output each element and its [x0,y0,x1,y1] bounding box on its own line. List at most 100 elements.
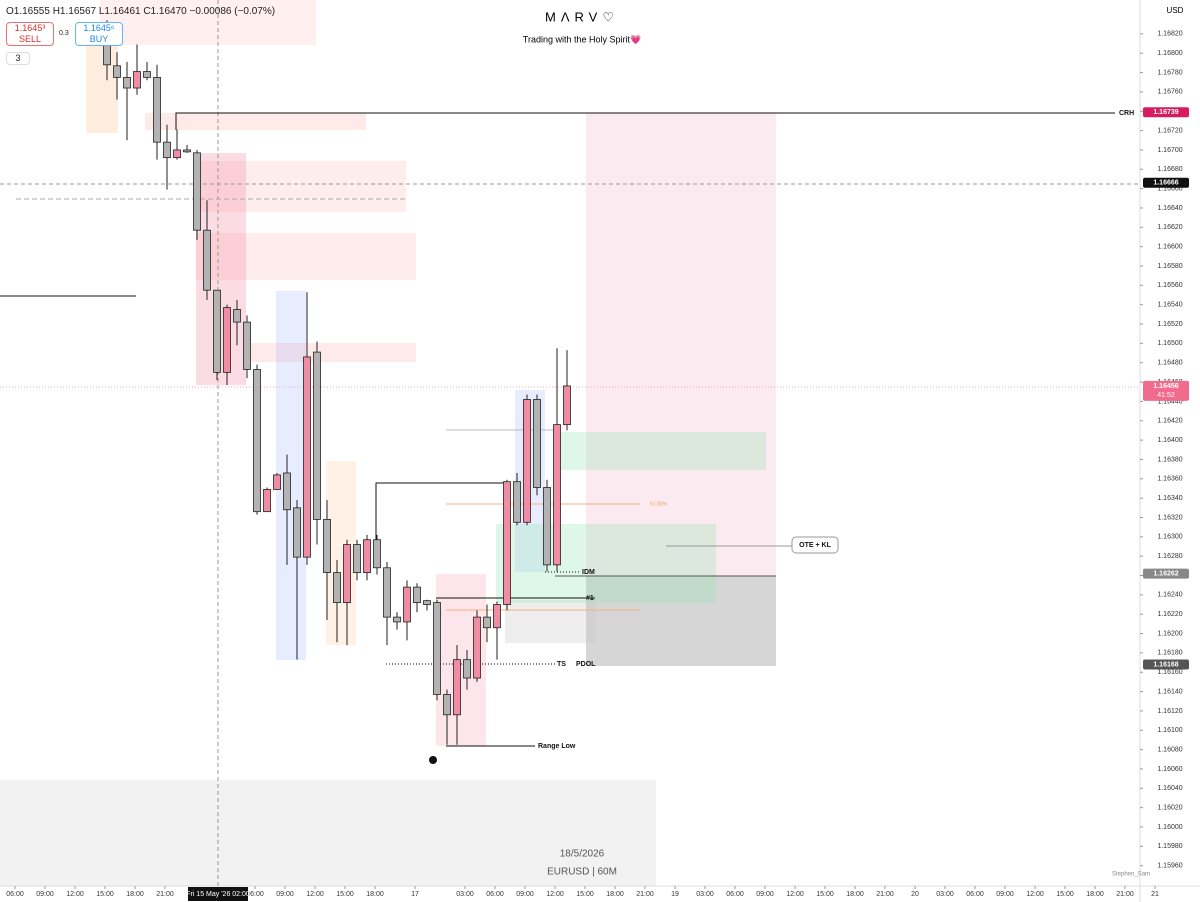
price-tag-label: 1.16262 [1153,570,1178,577]
crosshair-tag [188,887,248,901]
y-tick-label: 1.16060 [1157,766,1182,773]
x-tick-label: 21:00 [156,891,174,898]
price-tag-label: 1.16666 [1153,180,1178,187]
zone [246,343,416,362]
candle-body [103,44,111,66]
x-tick-label: 18:00 [366,891,384,898]
candle-body [253,369,261,513]
candle-body [193,152,201,231]
y-tick-label: 1.16600 [1157,243,1182,250]
candle-body [413,586,421,603]
y-tick-label: 1.16280 [1157,553,1182,560]
x-tick-label: 19 [671,891,679,898]
line [175,112,1115,130]
y-tick-label: 1.16800 [1157,50,1182,57]
x-tick-label: 15:00 [576,891,594,898]
x-tick-label: 03:00 [696,891,714,898]
candle-body [513,481,521,523]
sell-label: SELL [18,34,42,44]
x-tick-label: 21:00 [1116,891,1134,898]
candle-body [423,600,431,605]
sell-button[interactable]: 1.1645³ SELL [6,22,54,46]
y-tick-label: 1.16480 [1157,360,1182,367]
x-tick-label: 20 [911,891,919,898]
countdown: 41:52 [1157,392,1175,399]
candle-body [503,481,511,605]
x-tick-label: 09:00 [996,891,1014,898]
candle-body [343,544,351,603]
zone [86,42,118,133]
price-tag-label: 1.16456 [1153,383,1178,390]
candle-body [213,289,221,373]
x-tick-label: 06:00 [486,891,504,898]
y-tick-label: 1.16040 [1157,785,1182,792]
y-tick-label: 1.16520 [1157,321,1182,328]
zone [196,233,416,280]
x-tick-label: 12:00 [786,891,804,898]
zone [100,0,316,45]
alarm-icon [429,756,437,764]
x-tick-label: 15:00 [336,891,354,898]
x-tick-label: 09:00 [36,891,54,898]
y-tick-label: 1.16660 [1157,185,1182,192]
candle-body [123,76,131,89]
price-tag [1143,177,1189,188]
y-tick-label: 1.16320 [1157,514,1182,521]
zone [200,161,406,212]
x-tick-label: 12:00 [546,891,564,898]
candle-body [553,424,561,566]
candle-body [283,472,291,511]
candle-body [543,487,551,566]
collapse-button[interactable]: 3 [6,52,30,65]
candle-body [563,385,571,426]
annotation: OTE + KL [799,542,831,549]
y-tick-label: 1.16080 [1157,746,1182,753]
x-tick-label: 12:00 [1026,891,1044,898]
y-tick-label: 1.16540 [1157,302,1182,309]
candle-body [313,351,321,520]
x-tick-label: 15:00 [1056,891,1074,898]
sell-price: 1.1645³ [14,23,46,33]
y-tick-label: 1.16180 [1157,650,1182,657]
tagline: Trading with the Holy Spirit💗 [523,34,642,44]
candle-body [333,572,341,603]
x-tick-label: 03:00 [936,891,954,898]
crosshair-label: Fri 15 May '26 02:00 [186,891,250,898]
x-tick-label: 18:00 [606,891,624,898]
zone [505,600,596,643]
y-tick-label: 1.16620 [1157,224,1182,231]
y-tick-label: 1.16100 [1157,727,1182,734]
x-tick-label: 06:00 [726,891,744,898]
candle-body [533,399,541,488]
spread: 0.3 [59,30,69,37]
buy-button[interactable]: 1.1645⁶ BUY [75,22,123,46]
x-tick-label: 06:00 [6,891,24,898]
zone [326,461,356,645]
candle-body [453,659,461,716]
candle-body [363,539,371,574]
x-tick-label: 18:00 [1086,891,1104,898]
y-tick-label: 1.16200 [1157,630,1182,637]
y-tick-label: 1.16020 [1157,804,1182,811]
candle-body [303,356,311,558]
price-tag [1143,107,1189,118]
candle-body [393,616,401,623]
zone [586,113,776,576]
x-tick-label: 12:00 [66,891,84,898]
y-tick-label: 1.16220 [1157,611,1182,618]
y-tick-label: 1.16780 [1157,69,1182,76]
buy-label: BUY [89,34,109,44]
date: 18/5/2026 [560,849,605,860]
y-tick-label: 1.16360 [1157,476,1182,483]
x-tick-label: 21 [1151,891,1159,898]
zone [0,780,656,886]
annotation: IDM [582,569,595,576]
price-tag [1143,659,1189,670]
price-tag-label: 1.16168 [1153,661,1178,668]
x-tick-label: 03:00 [456,891,474,898]
y-tick-label: 1.16400 [1157,437,1182,444]
x-tick-label: 21:00 [636,891,654,898]
candle-body [293,507,301,558]
brand: MΛRV♡ [545,9,619,24]
x-tick-label: 09:00 [516,891,534,898]
